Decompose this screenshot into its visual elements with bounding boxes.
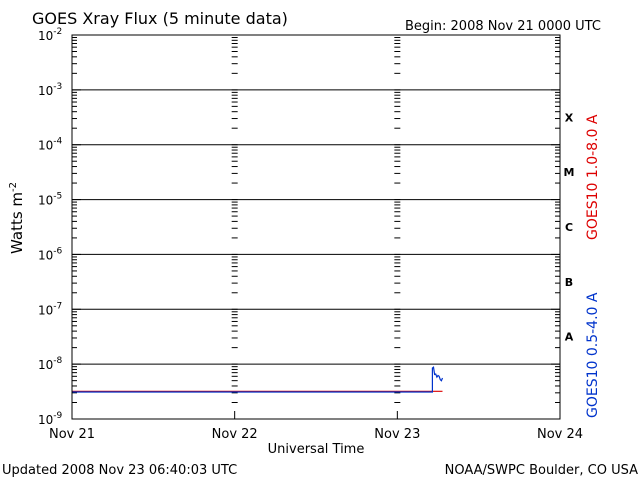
- y-axis-label-exponent: -2: [8, 182, 19, 192]
- y-tick-label: 10-2: [38, 27, 62, 43]
- grid: [72, 89, 560, 365]
- y-tick-label: 10-4: [38, 137, 63, 153]
- plot-frame: [71, 34, 561, 420]
- x-axis-label: Universal Time: [268, 442, 365, 457]
- y-tick-label: 10-3: [38, 82, 62, 98]
- begin-date: Begin: 2008 Nov 21 0000 UTC: [405, 19, 601, 34]
- source-credit: NOAA/SWPC Boulder, CO USA: [445, 463, 638, 478]
- chart-title: GOES Xray Flux (5 minute data): [32, 9, 288, 28]
- y-tick-label: 10-8: [38, 356, 63, 372]
- x-tick-label: Nov 23: [374, 427, 420, 442]
- y-tick-label: 10-9: [38, 411, 63, 427]
- flare-class-labels: X M C B A: [564, 111, 575, 343]
- series-line-short: [72, 366, 444, 393]
- y-axis-label: Watts m-2: [8, 182, 26, 254]
- flare-class-label: X: [565, 111, 574, 124]
- legend-series-short: GOES10 0.5-4.0 A: [585, 292, 601, 418]
- x-tick-label: Nov 22: [212, 427, 258, 442]
- x-tick-labels: Nov 21 Nov 22 Nov 23 Nov 24: [49, 427, 583, 442]
- y-axis-label-base: Watts m: [8, 192, 26, 254]
- updated-timestamp: Updated 2008 Nov 23 06:40:03 UTC: [2, 463, 237, 478]
- series-lines: [72, 366, 444, 393]
- flare-class-label: A: [565, 331, 574, 344]
- flare-class-label: C: [565, 221, 573, 234]
- day-divider-ticks: [231, 37, 401, 420]
- x-tick-label: Nov 24: [537, 427, 583, 442]
- flare-class-label: M: [564, 166, 575, 179]
- y-tick-label: 10-5: [38, 192, 62, 208]
- y-tick-label: 10-7: [38, 301, 62, 317]
- y-tick-labels: 10-9 10-8 10-7 10-6 10-5 10-4 10-3 10-2: [38, 27, 63, 427]
- legend-series-long: GOES10 1.0-8.0 A: [585, 114, 601, 240]
- y-axis-ticks: [71, 37, 561, 420]
- x-tick-label: Nov 21: [49, 427, 95, 442]
- y-tick-label: 10-6: [38, 246, 63, 262]
- flare-class-label: B: [565, 276, 573, 289]
